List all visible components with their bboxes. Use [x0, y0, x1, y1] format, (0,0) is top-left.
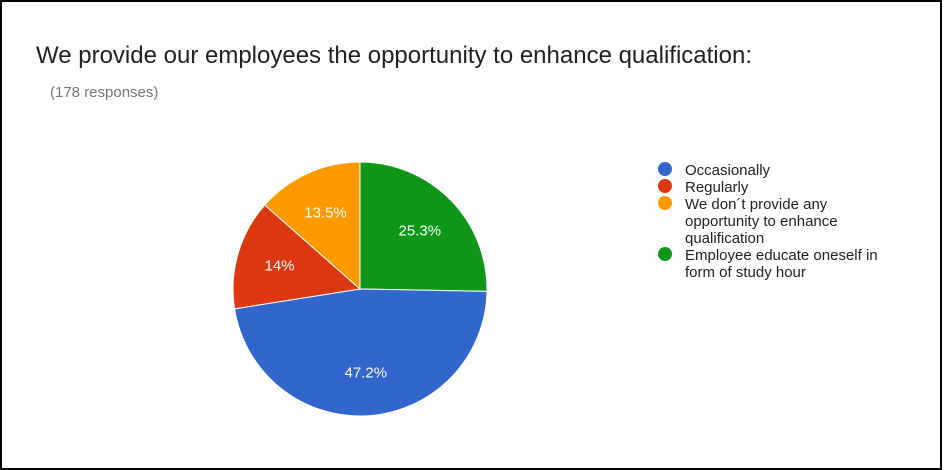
- chart-legend: Occasionally Regularly We don´t provide an…: [658, 162, 898, 281]
- slice-label: 47.2%: [345, 365, 388, 382]
- slice-label: 25.3%: [399, 222, 442, 239]
- legend-swatch: [658, 247, 672, 261]
- slice-label: 13.5%: [304, 205, 347, 222]
- legend-swatch: [658, 179, 672, 193]
- legend-item: Occasionally: [658, 162, 898, 179]
- legend-swatch: [658, 162, 672, 176]
- slice-label: 14%: [264, 258, 294, 275]
- legend-label: Regularly: [685, 179, 885, 196]
- legend-item: We don´t provide any opportunity to enha…: [658, 196, 898, 247]
- legend-label: We don´t provide any opportunity to enha…: [685, 196, 885, 247]
- legend-swatch: [658, 196, 672, 210]
- legend-item: Employee educate oneself in form of stud…: [658, 247, 898, 281]
- pie-slice[interactable]: [235, 289, 487, 416]
- legend-label: Employee educate oneself in form of stud…: [685, 247, 885, 281]
- legend-item: Regularly: [658, 179, 898, 196]
- legend-label: Occasionally: [685, 162, 885, 179]
